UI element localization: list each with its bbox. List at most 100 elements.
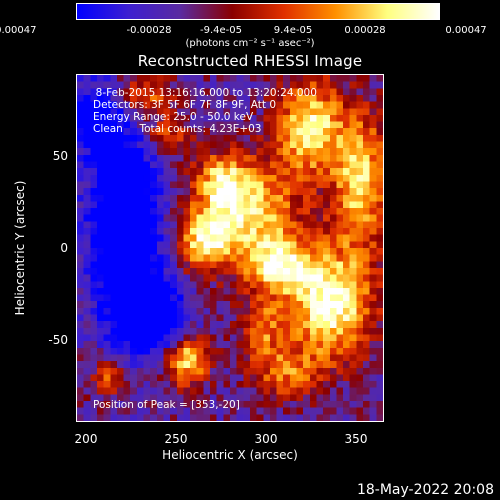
- heatmap-cell: [170, 208, 178, 216]
- heatmap-cell: [130, 241, 138, 249]
- heatmap-cell: [130, 407, 138, 415]
- heatmap-cell: [376, 181, 383, 189]
- heatmap-cell: [369, 201, 377, 209]
- heatmap-cell: [336, 221, 344, 229]
- heatmap-cell: [196, 254, 204, 262]
- heatmap-cell: [150, 301, 158, 309]
- heatmap-cell: [329, 381, 338, 389]
- heatmap-cell: [256, 294, 264, 302]
- heatmap-cell: [123, 374, 131, 382]
- heatmap-cell: [289, 248, 298, 256]
- heatmap-cell: [309, 374, 318, 382]
- heatmap-cell: [150, 248, 158, 256]
- heatmap-cell: [316, 101, 324, 109]
- heatmap-cell: [216, 347, 224, 356]
- heatmap-cell: [143, 208, 151, 216]
- heatmap-cell: [363, 234, 371, 242]
- heatmap-cell: [323, 75, 331, 83]
- heatmap-cell: [309, 407, 318, 415]
- heatmap-cell: [183, 374, 191, 382]
- heatmap-cell: [90, 287, 98, 296]
- heatmap-cell: [263, 101, 271, 109]
- heatmap-cell: [230, 141, 238, 149]
- heatmap-cell: [296, 94, 304, 103]
- heatmap-cell: [363, 307, 371, 316]
- heatmap-cell: [176, 354, 185, 362]
- heatmap-cell: [116, 134, 125, 143]
- heatmap-cell: [210, 341, 218, 349]
- heatmap-cell: [303, 161, 311, 169]
- heatmap-cell: [283, 114, 291, 123]
- heatmap-cell: [123, 314, 131, 322]
- heatmap-cell: [343, 394, 351, 402]
- heatmap-cell: [163, 248, 171, 256]
- heatmap-cell: [183, 274, 191, 282]
- heatmap-cell: [150, 128, 158, 136]
- heatmap-cell: [336, 274, 344, 282]
- heatmap-cell: [90, 407, 98, 415]
- heatmap-cell: [349, 201, 357, 209]
- heatmap-cell: [249, 387, 258, 395]
- heatmap-cell: [256, 394, 264, 402]
- heatmap-cell: [376, 221, 383, 229]
- heatmap-cell: [150, 274, 158, 282]
- heatmap-cell: [203, 228, 211, 236]
- heatmap-cell: [316, 194, 324, 203]
- heatmap-cell: [369, 414, 377, 421]
- heatmap-cell: [303, 367, 311, 376]
- heatmap-cell: [176, 347, 185, 356]
- heatmap-cell: [163, 261, 171, 269]
- heatmap-cell: [170, 108, 178, 116]
- heatmap-cell: [376, 401, 383, 409]
- heatmap-cell: [303, 228, 311, 236]
- heatmap-cell: [110, 141, 118, 149]
- heatmap-cell: [96, 261, 105, 269]
- heatmap-cell: [309, 367, 318, 376]
- heatmap-cell: [143, 287, 151, 296]
- heatmap-cell: [130, 108, 138, 116]
- heatmap-cell: [243, 134, 251, 143]
- heatmap-cell: [236, 168, 244, 176]
- heatmap-cell: [283, 101, 291, 109]
- heatmap-cell: [236, 354, 244, 362]
- heatmap-cell: [216, 88, 224, 96]
- heatmap-cell: [296, 387, 304, 395]
- heatmap-cell: [356, 94, 364, 103]
- heatmap-cell: [363, 121, 371, 129]
- heatmap-cell: [303, 121, 311, 129]
- heatmap-cell: [263, 394, 271, 402]
- heatmap-cell: [296, 221, 304, 229]
- heatmap-cell: [296, 75, 304, 83]
- heatmap-cell: [123, 341, 131, 349]
- heatmap-cell: [376, 374, 383, 382]
- heatmap-cell: [210, 314, 218, 322]
- heatmap-cell: [163, 294, 171, 302]
- heatmap-cell: [289, 287, 298, 296]
- heatmap-cell: [369, 327, 377, 336]
- heatmap-cell: [283, 94, 291, 103]
- heatmap-cell: [296, 81, 304, 89]
- heatmap-cell: [90, 401, 98, 409]
- heatmap-cell: [196, 174, 204, 183]
- heatmap-cell: [230, 274, 238, 282]
- heatmap-cell: [203, 241, 211, 249]
- heatmap-cell: [90, 381, 98, 389]
- heatmap-cell: [96, 361, 105, 369]
- heatmap-cell: [376, 307, 383, 316]
- heatmap-cell: [150, 75, 158, 83]
- heatmap-cell: [216, 228, 224, 236]
- heatmap-cell: [83, 168, 91, 176]
- heatmap-cell: [130, 267, 138, 276]
- heatmap-cell: [309, 394, 318, 402]
- heatmap-cell: [356, 307, 364, 316]
- heatmap-cell: [203, 294, 211, 302]
- heatmap-cell: [123, 307, 131, 316]
- heatmap-cell: [309, 314, 318, 322]
- heatmap-cell: [369, 341, 377, 349]
- heatmap-cell: [243, 228, 251, 236]
- heatmap-cell: [176, 367, 185, 376]
- heatmap-cell: [130, 141, 138, 149]
- heatmap-cell: [369, 394, 377, 402]
- heatmap-cell: [163, 387, 171, 395]
- heatmap-cell: [150, 401, 158, 409]
